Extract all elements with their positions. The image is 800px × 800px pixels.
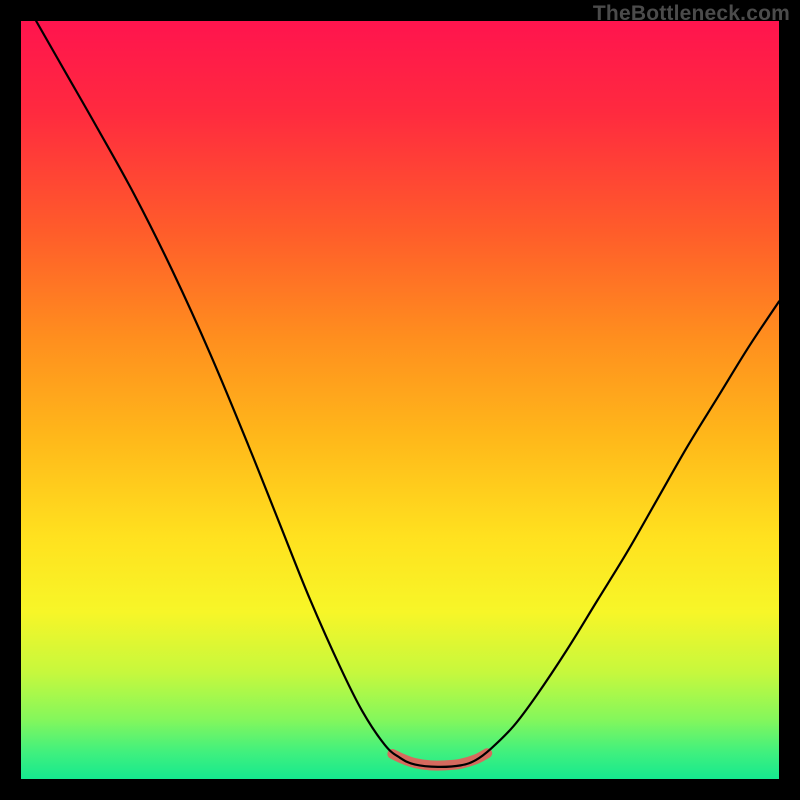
- plot-background: [21, 21, 779, 779]
- bottleneck-chart: [0, 0, 800, 800]
- chart-frame: TheBottleneck.com: [0, 0, 800, 800]
- watermark-text: TheBottleneck.com: [593, 2, 790, 26]
